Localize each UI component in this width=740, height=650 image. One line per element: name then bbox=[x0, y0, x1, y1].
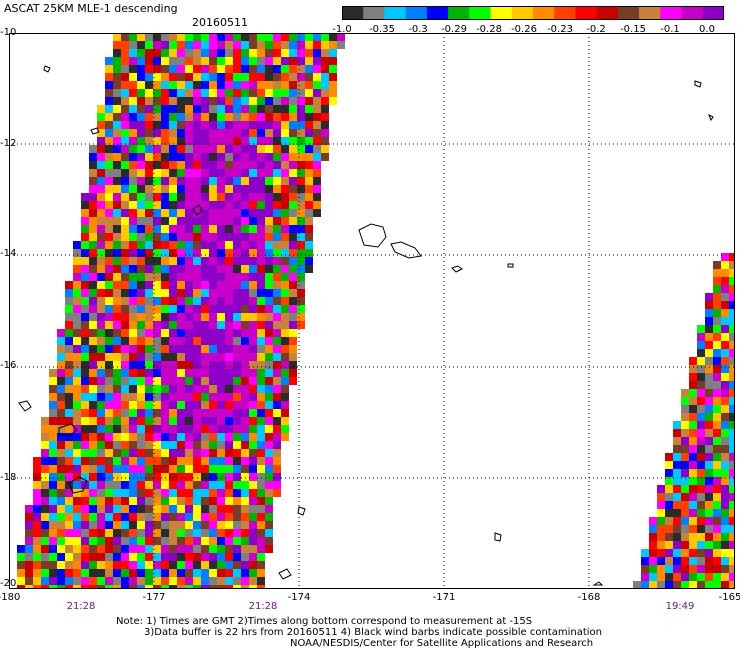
colorbar-label: -0.23 bbox=[547, 24, 573, 35]
colorbar-swatch bbox=[384, 6, 407, 20]
map-frame bbox=[9, 33, 735, 589]
lat-label: -10 bbox=[0, 27, 17, 38]
colorbar-swatch bbox=[490, 6, 513, 20]
lon-label: -180 bbox=[0, 592, 21, 603]
lat-label: -16 bbox=[0, 360, 17, 371]
lon-label: -168 bbox=[577, 592, 601, 603]
lat-label: -14 bbox=[0, 248, 17, 259]
colorbar-label: -0.1 bbox=[660, 24, 680, 35]
chart-date: 20160511 bbox=[192, 16, 248, 29]
colorbar-label: -0.29 bbox=[441, 24, 467, 35]
time-label: 21:28 bbox=[248, 601, 278, 612]
colorbar-swatch bbox=[511, 6, 534, 20]
grid-lines bbox=[9, 33, 735, 589]
colorbar-label: -0.15 bbox=[620, 24, 646, 35]
colorbar-label: -0.26 bbox=[511, 24, 537, 35]
colorbar-swatch bbox=[596, 6, 619, 20]
colorbar-label: -1.0 bbox=[332, 24, 352, 35]
chart-title: ASCAT 25KM MLE-1 descending bbox=[4, 2, 178, 15]
lat-label: -12 bbox=[0, 138, 17, 149]
colorbar-swatch bbox=[554, 6, 576, 20]
colorbar-label: -0.28 bbox=[476, 24, 502, 35]
colorbar-label: -0.2 bbox=[586, 24, 606, 35]
time-label: 19:49 bbox=[665, 601, 695, 612]
lon-label: -174 bbox=[287, 592, 311, 603]
coastlines bbox=[18, 65, 714, 586]
colorbar-swatch bbox=[639, 6, 661, 20]
lat-label: -18 bbox=[0, 472, 17, 483]
colorbar-swatch bbox=[363, 6, 385, 20]
swath-map bbox=[9, 33, 735, 589]
note-line-3: NOAA/NESDIS/Center for Satellite Applica… bbox=[290, 638, 594, 649]
colorbar-swatch bbox=[617, 6, 640, 20]
lon-label: -165 bbox=[718, 592, 740, 603]
colorbar-swatch bbox=[469, 6, 492, 20]
lon-label: -171 bbox=[432, 592, 456, 603]
swath-cells bbox=[17, 33, 735, 589]
colorbar-swatch bbox=[681, 6, 704, 20]
lon-label: -177 bbox=[142, 592, 166, 603]
colorbar-swatch bbox=[702, 6, 724, 20]
colorbar-label: -0.3 bbox=[408, 24, 428, 35]
colorbar-swatch bbox=[405, 6, 428, 20]
colorbar-swatch bbox=[533, 6, 555, 20]
colorbar-swatch bbox=[575, 6, 598, 20]
colorbar-swatch bbox=[426, 6, 449, 20]
colorbar-label: 0.0 bbox=[699, 24, 715, 35]
note-line-1: Note: 1) Times are GMT 2)Times along bot… bbox=[116, 616, 533, 627]
note-line-2: 3)Data buffer is 22 hrs from 20160511 4)… bbox=[144, 627, 602, 638]
colorbar-swatch bbox=[448, 6, 470, 20]
colorbar-label: -0.35 bbox=[369, 24, 395, 35]
colorbar bbox=[342, 6, 724, 20]
colorbar-swatch bbox=[660, 6, 683, 20]
time-label: 21:28 bbox=[66, 601, 96, 612]
colorbar-swatch bbox=[342, 6, 364, 20]
lat-label: -20 bbox=[0, 578, 17, 589]
